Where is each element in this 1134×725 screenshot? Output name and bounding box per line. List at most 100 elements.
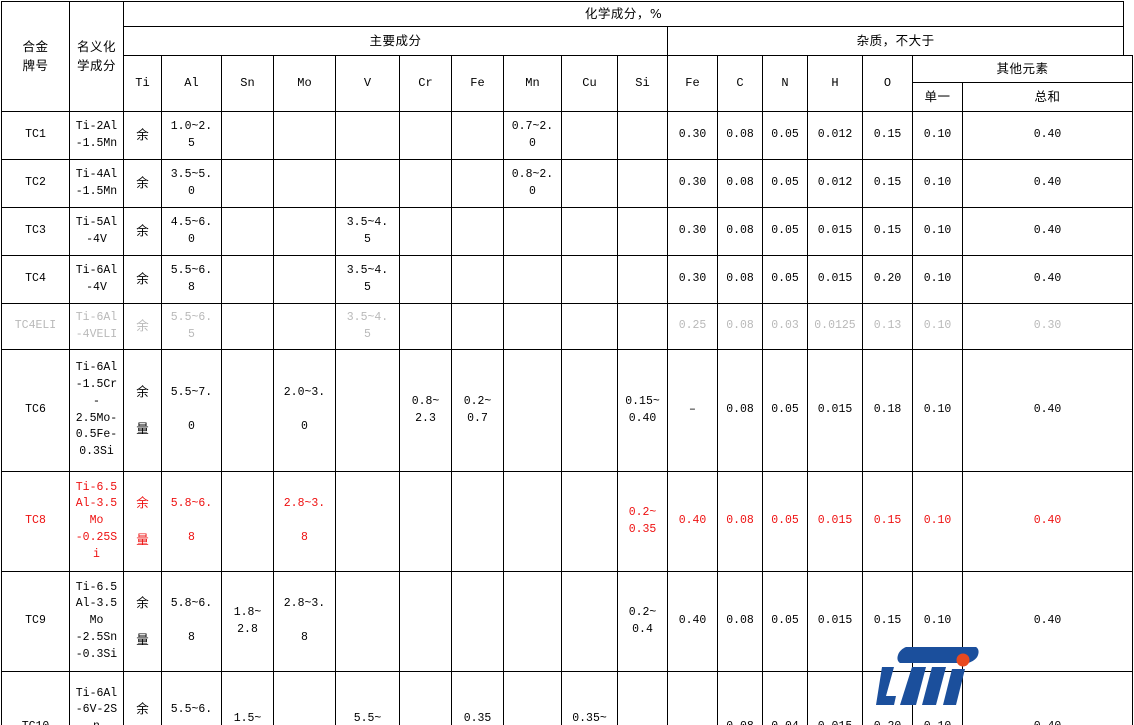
cell-alloy-grade: TC2 [1,159,70,208]
cell-impurity-h: 0.015 [807,255,863,304]
th-element-cr: Cr [399,55,452,112]
cell-element-fe [451,159,504,208]
cell-element-si: 0.2~ 0.35 [617,471,668,572]
cell-element-si [617,159,668,208]
cell-other-single: 0.10 [912,571,963,672]
cell-element-ti: 余 [123,255,162,304]
th-impurity-fe: Fe [667,55,718,112]
cell-element-cr [399,111,452,160]
cell-impurity-c: 0.08 [717,159,763,208]
table-row[interactable]: TC4 Ti-6Al -4V 余 5.5~6. 8 3.5~4. 5 0.30 0.08 0.… [1,255,1133,304]
cell-impurity-o: 0.15 [862,471,913,572]
cell-element-v [335,471,400,572]
cell-element-sn [221,349,274,472]
cell-impurity-fe: – [667,671,718,725]
cell-element-cr [399,303,452,350]
cell-alloy-grade: TC3 [1,207,70,256]
header-row-3: Ti Al Sn Mo V Cr Fe Mn Cu Si Fe C N H O … [2,55,1133,112]
cell-element-sn [221,471,274,572]
th-main-composition: 主要成分 [123,26,668,56]
cell-impurity-fe: 0.30 [667,255,718,304]
cell-element-mo [273,255,336,304]
cell-impurity-h: 0.015 [807,571,863,672]
cell-element-cu [561,571,618,672]
table-row[interactable]: TC1 Ti-2Al -1.5Mn 余 1.0~2. 5 0.7~2. 0 0.30 0.0… [1,111,1133,160]
th-element-mo: Mo [273,55,336,112]
cell-element-cu [561,111,618,160]
cell-element-si: 0.15~ 0.40 [617,349,668,472]
cell-other-single: 0.10 [912,671,963,725]
cell-impurity-h: 0.015 [807,471,863,572]
cell-element-mo [273,303,336,350]
cell-impurity-fe: – [667,349,718,472]
cell-other-total: 0.30 [962,303,1133,350]
cell-element-al: 5.5~7. 0 [161,349,222,472]
cell-element-v: 3.5~4. 5 [335,303,400,350]
cell-element-cr [399,159,452,208]
cell-other-single: 0.10 [912,255,963,304]
cell-alloy-grade: TC6 [1,349,70,472]
cell-element-mo [273,111,336,160]
cell-impurity-o: 0.13 [862,303,913,350]
cell-other-single: 0.10 [912,471,963,572]
cell-element-mn [503,207,562,256]
cell-element-al: 3.5~5. 0 [161,159,222,208]
cell-impurity-n: 0.05 [762,159,808,208]
th-impurities: 杂质，不大于 [666,26,1125,56]
cell-impurity-c: 0.08 [717,255,763,304]
cell-element-cr: 0.8~ 2.3 [399,349,452,472]
cell-impurity-h: 0.012 [807,159,863,208]
cell-element-si: 0.2~ 0.4 [617,571,668,672]
cell-element-mo: 2.0~3. 0 [273,349,336,472]
cell-element-cu [561,255,618,304]
cell-element-al: 5.5~6. 8 [161,255,222,304]
cell-element-v: 3.5~4. 5 [335,255,400,304]
cell-element-cu [561,303,618,350]
cell-other-single: 0.10 [912,159,963,208]
cell-element-fe [451,255,504,304]
cell-other-total: 0.40 [962,255,1133,304]
table-row[interactable]: TC4ELI Ti-6Al -4VELI 余 5.5~6. 5 3.5~4. 5 0.25… [1,303,1133,350]
table-row[interactable]: TC6 Ti-6Al -1.5Cr - 2.5Mo- 0.5Fe- 0.3Si 余 … [1,349,1133,472]
cell-impurity-fe: 0.25 [667,303,718,350]
cell-impurity-c: 0.08 [717,303,763,350]
table-row[interactable]: TC2 Ti-4Al -1.5Mn 余 3.5~5. 0 0.8~2. 0 0.30 0.0… [1,159,1133,208]
cell-nominal-composition: Ti-6.5 Al-3.5 Mo -0.25S i [69,471,124,572]
cell-other-total: 0.40 [962,349,1133,472]
cell-impurity-h: 0.015 [807,207,863,256]
cell-element-cr [399,207,452,256]
cell-element-mo: 2.8~3. 8 [273,471,336,572]
cell-element-sn: 1.8~ 2.8 [221,571,274,672]
cell-element-cu [561,159,618,208]
table-row[interactable]: TC3 Ti-5Al -4V 余 4.5~6. 0 3.5~4. 5 0.30 0.08 0.… [1,207,1133,256]
cell-element-mn [503,255,562,304]
cell-element-sn: 1.5~ 2.5 [221,671,274,725]
th-other-elements: 其他元素 [912,55,1133,83]
cell-nominal-composition: Ti-5Al -4V [69,207,124,256]
table-row[interactable]: TC9 Ti-6.5 Al-3.5 Mo -2.5Sn -0.3Si 余 量 5.8~… [1,571,1133,672]
cell-element-al: 5.5~6. 5 [161,303,222,350]
cell-impurity-o: 0.18 [862,349,913,472]
cell-impurity-h: 0.012 [807,111,863,160]
cell-element-mo: 2.8~3. 8 [273,571,336,672]
cell-element-fe [451,571,504,672]
cell-nominal-composition: Ti-6Al -1.5Cr - 2.5Mo- 0.5Fe- 0.3Si [69,349,124,472]
cell-impurity-c: 0.08 [717,671,763,725]
cell-impurity-c: 0.08 [717,111,763,160]
table-row[interactable]: TC10Ti-6Al -6V-2S n -0.5Cu -0.5Fe余 量5.5~… [1,671,1133,725]
cell-impurity-n: 0.05 [762,255,808,304]
cell-element-v: 3.5~4. 5 [335,207,400,256]
cell-alloy-grade: TC4 [1,255,70,304]
cell-element-ti: 余 量 [123,671,162,725]
cell-element-v [335,159,400,208]
cell-element-fe [451,303,504,350]
cell-impurity-n: 0.05 [762,471,808,572]
cell-element-si [617,303,668,350]
cell-other-total: 0.40 [962,207,1133,256]
cell-impurity-c: 0.08 [717,349,763,472]
cell-element-mn [503,349,562,472]
cell-impurity-fe: 0.30 [667,207,718,256]
cell-other-total: 0.40 [962,571,1133,672]
